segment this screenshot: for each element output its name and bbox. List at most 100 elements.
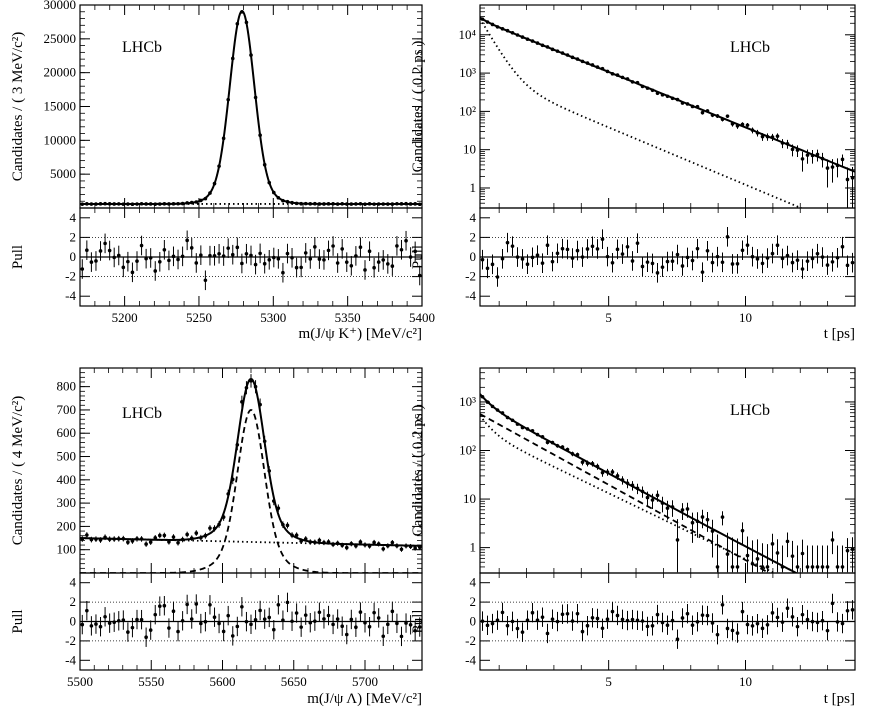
data-point bbox=[94, 537, 98, 541]
pull-point bbox=[158, 604, 162, 608]
pull-point bbox=[755, 257, 760, 261]
pull-point bbox=[331, 244, 335, 248]
data-point bbox=[381, 547, 386, 551]
data-point bbox=[135, 537, 139, 541]
data-point bbox=[176, 201, 180, 206]
pull-point bbox=[735, 261, 740, 266]
data-point bbox=[262, 162, 267, 167]
x-tick-label: 5500 bbox=[67, 674, 93, 689]
data-point bbox=[510, 30, 515, 35]
pull-point bbox=[840, 621, 845, 626]
pull-point bbox=[372, 265, 376, 270]
data-point bbox=[171, 202, 176, 206]
pull-point bbox=[660, 620, 665, 625]
pull-point bbox=[230, 252, 235, 257]
pull-point bbox=[790, 615, 795, 619]
pull-point bbox=[840, 244, 845, 249]
data-point bbox=[795, 565, 800, 569]
pull-point bbox=[610, 260, 615, 265]
data-point bbox=[635, 80, 640, 85]
data-point bbox=[171, 535, 176, 539]
pull-point bbox=[116, 253, 121, 258]
pull-point bbox=[217, 251, 221, 256]
data-point bbox=[705, 109, 710, 113]
pull-point bbox=[845, 608, 850, 613]
y-tick-label: 400 bbox=[57, 472, 77, 487]
x-tick-label: 5350 bbox=[335, 310, 361, 325]
data-point bbox=[700, 110, 705, 115]
data-point bbox=[185, 532, 189, 537]
data-point bbox=[253, 95, 258, 100]
data-point bbox=[625, 481, 630, 485]
pull-point bbox=[349, 617, 354, 622]
data-point bbox=[272, 499, 276, 503]
data-point bbox=[575, 452, 580, 457]
pull-tick-label: 2 bbox=[70, 594, 77, 609]
data-point bbox=[94, 202, 98, 206]
data-point bbox=[390, 540, 395, 545]
pull-point bbox=[755, 621, 760, 626]
data-point bbox=[620, 75, 625, 80]
data-point bbox=[755, 557, 760, 561]
data-point bbox=[785, 141, 790, 146]
data-point bbox=[530, 39, 535, 43]
x-tick-label: 10 bbox=[739, 674, 752, 689]
pull-point bbox=[135, 617, 139, 622]
data-point bbox=[810, 565, 815, 569]
pull-point bbox=[386, 622, 390, 627]
pull-point bbox=[825, 628, 830, 633]
data-point bbox=[815, 565, 820, 569]
pull-point bbox=[226, 246, 230, 250]
x-tick-label: 5200 bbox=[112, 310, 138, 325]
pull-point bbox=[490, 262, 495, 267]
pull-tick-label: -2 bbox=[465, 269, 476, 284]
data-point bbox=[755, 131, 760, 135]
pull-point bbox=[530, 255, 535, 260]
pull-point bbox=[185, 602, 189, 607]
pull-point bbox=[505, 623, 510, 628]
pull-point bbox=[670, 259, 675, 263]
data-point bbox=[665, 94, 670, 99]
data-point bbox=[515, 33, 520, 37]
pull-point bbox=[835, 620, 840, 624]
pull-point bbox=[244, 619, 249, 624]
pull-point bbox=[690, 258, 695, 263]
pull-point bbox=[850, 608, 855, 612]
pull-axis-label: Pull bbox=[10, 609, 26, 633]
pull-point bbox=[585, 623, 590, 628]
main-frame bbox=[479, 367, 856, 574]
data-point bbox=[850, 547, 855, 552]
data-point bbox=[139, 201, 144, 206]
pull-point bbox=[690, 623, 695, 627]
pull-point bbox=[525, 262, 530, 267]
data-point bbox=[376, 542, 381, 546]
data-point bbox=[590, 461, 595, 466]
x-tick-label: 5600 bbox=[210, 674, 236, 689]
x-ticks: 5500 5550 5600 5650 5700 bbox=[67, 368, 423, 689]
pull-point bbox=[705, 248, 710, 253]
x-axis-label: m(J/ψ Λ) [MeV/c²] bbox=[307, 691, 422, 707]
data-point bbox=[89, 202, 94, 206]
data-point bbox=[107, 537, 112, 542]
data-point bbox=[249, 379, 253, 383]
pull-point bbox=[540, 615, 545, 619]
data-point bbox=[500, 27, 505, 31]
data-point bbox=[840, 565, 845, 569]
data-point bbox=[600, 66, 605, 71]
data-point bbox=[845, 177, 850, 182]
pull-point bbox=[565, 247, 570, 252]
data-point bbox=[299, 539, 303, 543]
data-point bbox=[640, 489, 645, 494]
pull-point bbox=[354, 625, 358, 630]
pull-tick-label: 0 bbox=[470, 249, 477, 264]
y-ticks: 1 10 10² 10³ 10⁴ bbox=[458, 4, 855, 209]
y-ticks: 5000 10000 15000 20000 25000 30000 bbox=[44, 0, 422, 209]
data-point bbox=[770, 542, 775, 546]
data-point bbox=[344, 202, 349, 206]
y-axis-label: Candidates / ( 0.2 ps ) bbox=[410, 41, 426, 173]
y-axis-label: Candidates / ( 4 MeV/c²) bbox=[10, 396, 26, 545]
data-point bbox=[285, 523, 290, 528]
data-point bbox=[290, 533, 294, 538]
pull-point bbox=[590, 615, 595, 620]
pull-tick-label: 2 bbox=[70, 229, 77, 244]
